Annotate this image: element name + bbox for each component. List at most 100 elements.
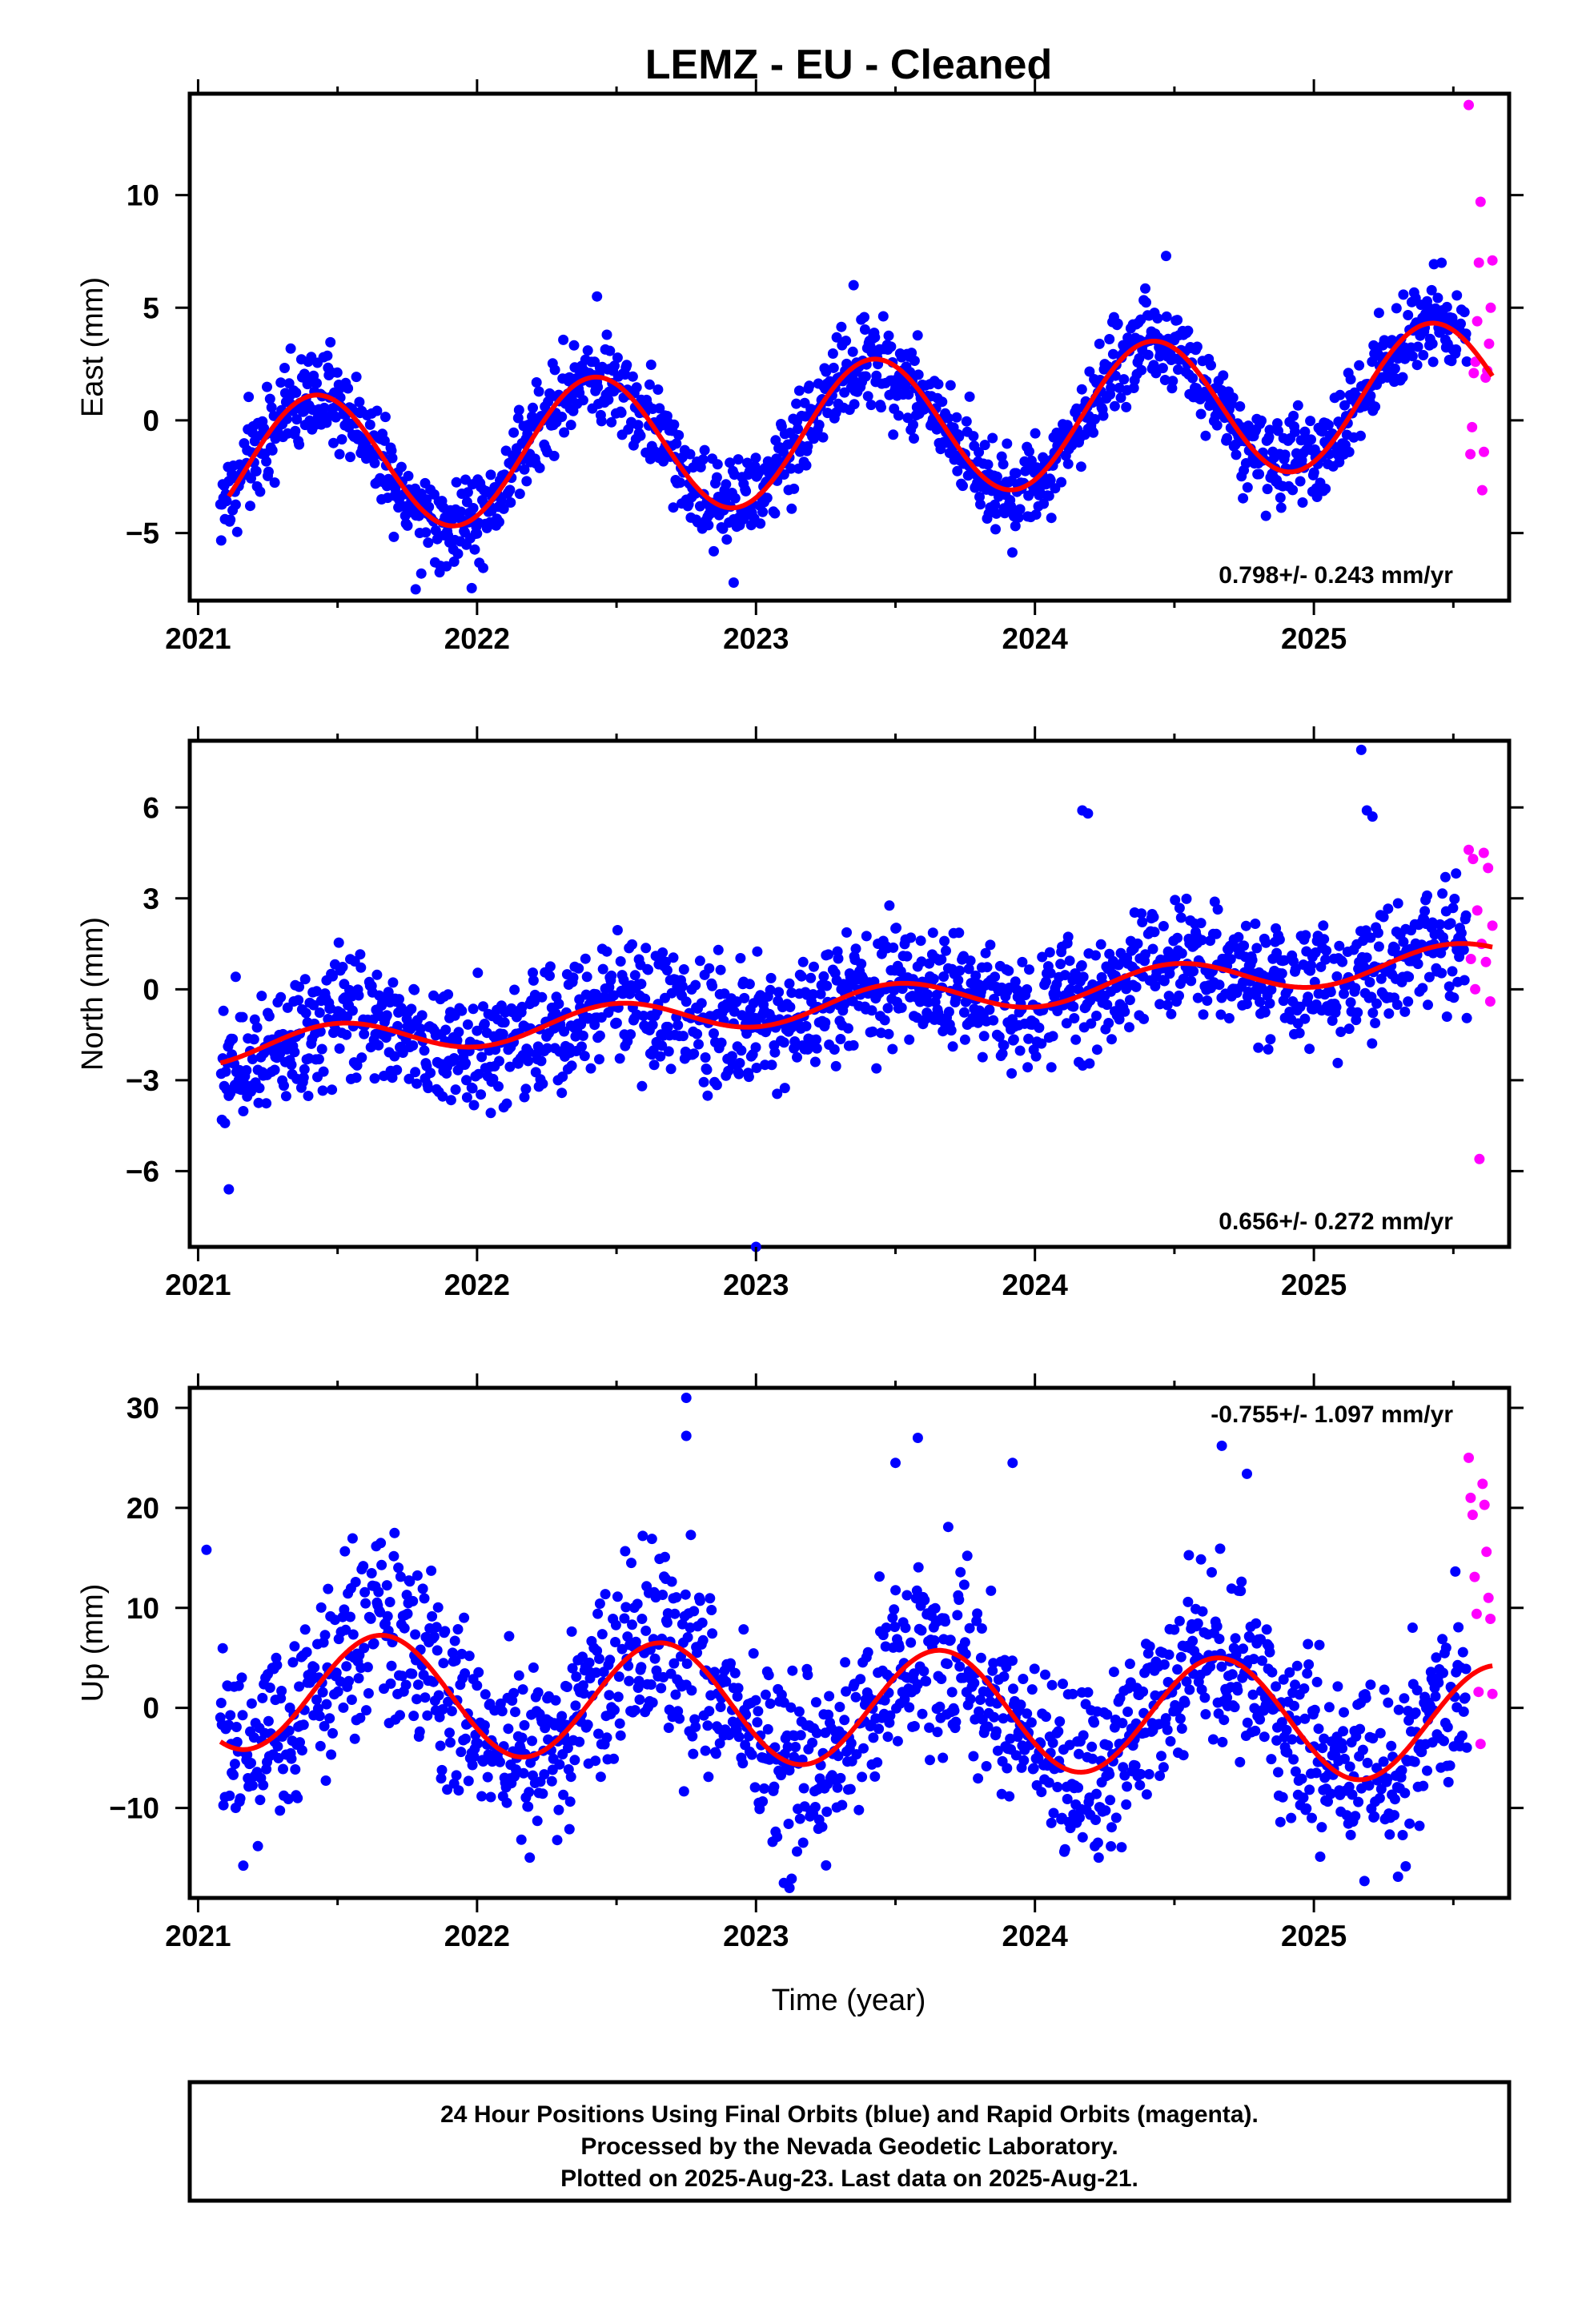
final-orbit-point [1231,449,1242,460]
rapid-orbit-point [1465,1492,1476,1503]
final-orbit-point [1338,1726,1349,1737]
final-orbit-point [1392,898,1403,909]
east-y-axis-label: East (mm) [76,277,110,417]
final-orbit-point [391,1064,403,1076]
final-orbit-point [1002,1763,1013,1774]
final-orbit-point [385,1678,396,1689]
y-tick-label: −3 [126,1064,159,1097]
final-orbit-point [1217,1736,1228,1747]
final-orbit-point [1038,498,1050,509]
final-orbit-point [1232,1685,1243,1696]
final-orbit-point [1195,918,1207,929]
final-orbit-point [1303,1659,1315,1670]
final-orbit-point [690,979,701,991]
final-orbit-point [1122,1781,1133,1792]
final-orbit-point [661,956,671,967]
final-orbit-point [1124,1659,1135,1670]
final-orbit-point [1383,903,1394,915]
final-orbit-point [725,1658,736,1669]
final-orbit-point [1211,420,1223,431]
final-orbit-point [801,1020,812,1031]
final-orbit-point [711,472,722,483]
final-orbit-point [1059,1844,1070,1855]
final-orbit-point [669,419,680,430]
final-orbit-point [355,949,366,960]
final-orbit-point [716,1037,727,1048]
final-orbit-point [790,1742,801,1752]
final-orbit-point [266,402,277,413]
final-orbit-point [362,1662,373,1673]
final-orbit-point [913,369,924,380]
final-orbit-point [841,336,852,347]
final-orbit-point [975,499,986,510]
final-orbit-point [823,949,834,960]
y-tick-label: 0 [143,973,159,1006]
final-orbit-point [1091,1011,1102,1021]
final-orbit-point [524,1852,536,1864]
final-orbit-point [1332,1681,1343,1692]
final-orbit-point [453,1785,464,1796]
final-orbit-point [1195,408,1207,420]
final-orbit-point [313,1054,324,1065]
final-orbit-point [472,967,484,979]
final-orbit-point [550,1695,561,1706]
final-orbit-point [440,1626,451,1637]
final-orbit-point [1149,927,1160,938]
final-orbit-point [456,1005,468,1016]
final-orbit-point [1077,1831,1088,1843]
final-orbit-point [359,1028,370,1039]
final-orbit-point [353,1673,364,1684]
final-orbit-point [228,1769,239,1780]
final-orbit-point [998,459,1009,470]
final-orbit-point [636,1614,648,1624]
final-orbit-point [942,412,954,424]
final-orbit-point [787,1665,798,1676]
final-orbit-point [817,1821,828,1832]
final-orbit-point [221,496,232,507]
final-orbit-point [1100,1805,1111,1816]
x-tick-label: 2021 [165,1920,231,1952]
final-orbit-point [241,1065,252,1076]
final-orbit-point [1082,1687,1094,1698]
final-orbit-point [308,999,319,1011]
final-orbit-point [275,1805,286,1816]
final-orbit-point [452,1624,464,1634]
final-orbit-point [317,1085,328,1096]
final-orbit-point [1138,1013,1150,1024]
final-orbit-point [751,1063,762,1073]
final-orbit-point [673,1019,684,1031]
final-orbit-point [268,410,279,421]
final-orbit-point [366,1568,377,1578]
final-orbit-point [1370,1018,1381,1028]
final-orbit-point [1030,428,1041,439]
final-orbit-point [836,321,847,332]
final-orbit-point [973,1773,984,1784]
final-orbit-point [528,1662,539,1673]
final-orbit-point [1281,1724,1292,1735]
final-orbit-point [523,1801,534,1812]
final-orbit-point [363,1688,374,1699]
final-orbit-point [594,1598,605,1609]
final-orbit-point [1448,992,1460,1003]
final-orbit-point [1303,1638,1314,1650]
final-orbit-point [975,1652,986,1663]
final-orbit-point [690,1721,701,1732]
final-orbit-point [698,1076,709,1088]
final-orbit-point [1206,360,1216,371]
final-orbit-point [733,1683,744,1694]
final-orbit-point [1364,977,1375,987]
final-orbit-point [338,1702,349,1713]
final-orbit-point [634,1694,645,1705]
final-orbit-point [375,1538,387,1549]
final-orbit-point [410,584,421,595]
final-orbit-point [245,501,255,512]
final-orbit-point [1321,945,1332,956]
final-orbit-point [853,1804,865,1815]
final-orbit-point [1132,938,1143,949]
final-orbit-point [601,329,612,340]
final-orbit-point [440,1024,452,1035]
final-orbit-point [797,956,809,967]
final-orbit-point [848,375,859,386]
final-orbit-point [473,1667,484,1678]
final-orbit-point [734,1058,745,1068]
